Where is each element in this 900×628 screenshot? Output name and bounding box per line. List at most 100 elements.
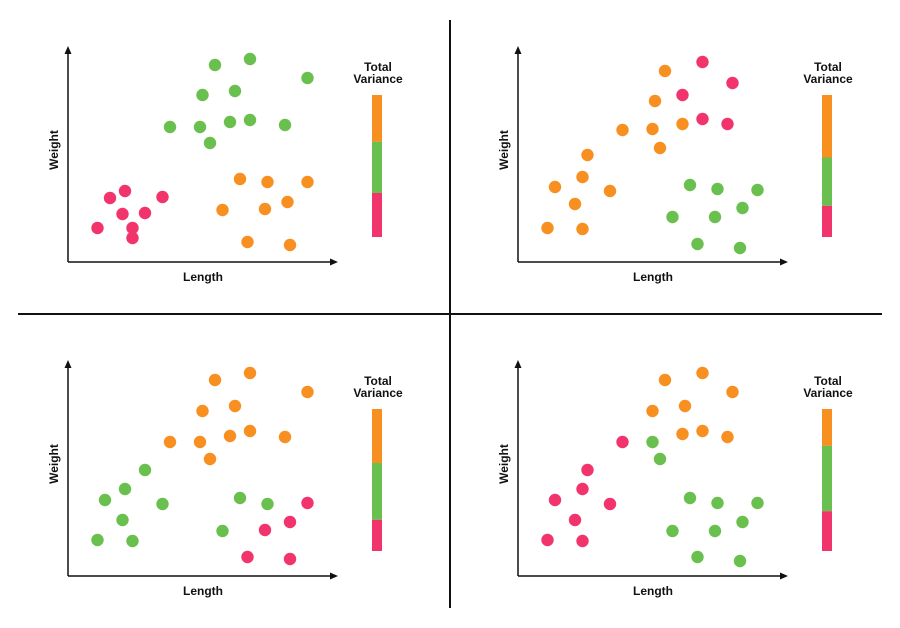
scatter-panel-bottom-left: Length Weight Total Variance xyxy=(0,314,450,628)
data-point xyxy=(241,235,254,249)
data-point xyxy=(721,430,734,444)
variance-bar-segment-green xyxy=(822,445,832,512)
scatter-panel-top-left: Length Weight Total Variance xyxy=(0,0,450,314)
data-point xyxy=(653,141,667,155)
data-point xyxy=(163,120,177,134)
variance-title-line-2: Variance xyxy=(353,72,403,86)
data-point xyxy=(98,493,112,507)
data-point xyxy=(118,482,132,496)
variance-bar-segment-red xyxy=(822,511,832,551)
variance-bar-segment-red xyxy=(372,193,382,237)
variance-title-line-1: Total xyxy=(814,60,842,74)
variance-title-line-2: Variance xyxy=(353,386,403,400)
y-axis-label: Weight xyxy=(497,444,511,484)
data-point xyxy=(658,373,672,387)
data-point xyxy=(261,497,274,511)
data-point xyxy=(576,482,589,496)
data-point xyxy=(711,182,724,196)
data-point xyxy=(683,491,697,505)
data-point xyxy=(696,424,709,438)
data-point xyxy=(196,404,209,418)
data-point xyxy=(243,366,257,380)
data-point xyxy=(696,112,709,126)
data-point xyxy=(721,117,734,131)
data-point xyxy=(568,197,582,211)
data-point xyxy=(568,513,582,527)
scatter-panel-top-right: Length Weight Total Variance xyxy=(450,0,900,314)
data-point xyxy=(696,366,709,380)
data-point xyxy=(228,399,242,413)
data-point xyxy=(91,221,104,235)
data-point xyxy=(678,399,692,413)
data-point xyxy=(233,172,247,186)
x-axis-label: Length xyxy=(633,584,673,598)
data-point xyxy=(243,424,257,438)
data-point xyxy=(138,463,152,477)
horizontal-divider xyxy=(18,313,882,315)
data-point xyxy=(616,435,629,449)
data-point xyxy=(196,88,209,102)
data-point xyxy=(603,497,617,511)
data-point xyxy=(208,373,222,387)
data-point xyxy=(653,452,667,466)
data-point xyxy=(281,195,294,209)
data-point xyxy=(216,203,229,217)
data-point xyxy=(683,178,697,192)
data-point xyxy=(103,191,117,205)
data-point xyxy=(241,550,254,564)
variance-bar-segment-red xyxy=(372,519,382,551)
variance-title-line-2: Variance xyxy=(803,72,853,86)
y-axis-label: Weight xyxy=(47,130,61,170)
y-axis-arrow-icon xyxy=(64,46,72,54)
data-point xyxy=(116,207,129,221)
data-point xyxy=(126,231,139,245)
data-point xyxy=(258,523,272,537)
variance-bar-segment-green xyxy=(372,141,382,193)
data-point xyxy=(541,533,554,547)
x-axis-label: Length xyxy=(633,270,673,284)
data-point xyxy=(576,170,589,184)
data-point xyxy=(228,84,242,98)
variance-title-line-1: Total xyxy=(814,374,842,388)
data-point xyxy=(243,113,257,127)
data-point xyxy=(283,515,297,529)
data-point xyxy=(156,190,169,204)
data-point xyxy=(301,385,314,399)
data-point xyxy=(283,552,297,566)
data-point xyxy=(648,94,662,108)
data-point xyxy=(691,550,704,564)
data-point xyxy=(216,524,229,538)
data-point xyxy=(278,430,292,444)
data-point xyxy=(726,385,739,399)
data-point xyxy=(658,64,672,78)
variance-bar-segment-green xyxy=(372,463,382,520)
data-point xyxy=(283,238,297,252)
data-point xyxy=(163,435,177,449)
y-axis-arrow-icon xyxy=(64,360,72,368)
data-point xyxy=(223,429,237,443)
x-axis-label: Length xyxy=(183,584,223,598)
data-point xyxy=(711,496,724,510)
data-point xyxy=(666,210,679,224)
variance-bar-segment-red xyxy=(822,205,832,237)
variance-title-line-1: Total xyxy=(364,374,392,388)
data-point xyxy=(733,241,747,255)
data-point xyxy=(581,463,594,477)
data-point xyxy=(676,88,689,102)
data-point xyxy=(751,183,764,197)
data-point xyxy=(258,202,272,216)
data-point xyxy=(616,123,629,137)
data-point xyxy=(576,222,589,236)
data-point xyxy=(541,221,554,235)
variance-bar-segment-orange xyxy=(372,409,382,463)
x-axis-arrow-icon xyxy=(780,258,788,266)
variance-title-line-1: Total xyxy=(364,60,392,74)
data-point xyxy=(301,71,314,85)
data-point xyxy=(751,496,764,510)
data-point xyxy=(646,122,659,136)
data-point xyxy=(203,452,217,466)
data-point xyxy=(726,76,739,90)
data-point xyxy=(736,515,749,529)
